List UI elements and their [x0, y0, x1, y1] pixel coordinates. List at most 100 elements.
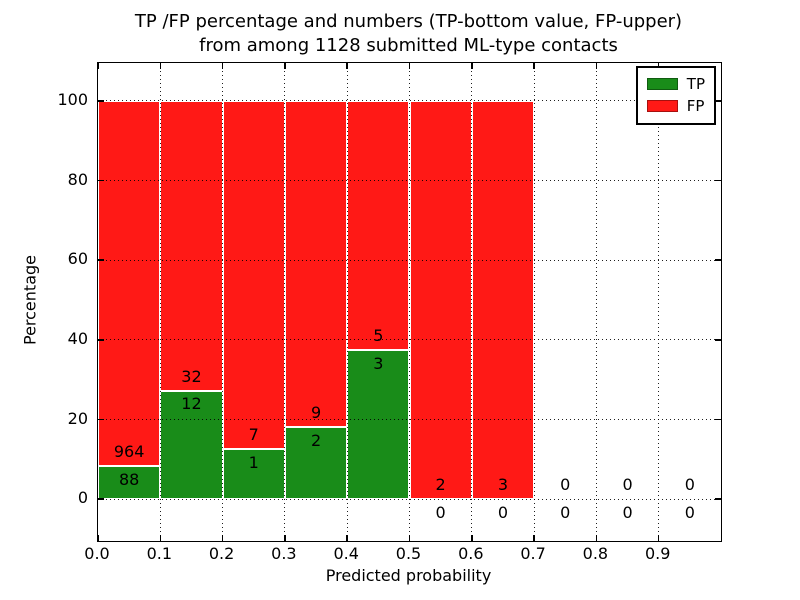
x-tick-mark — [346, 535, 348, 541]
tp-bar-segment — [222, 449, 285, 500]
x-tick-label: 0.8 — [582, 544, 609, 563]
plot-area: 964 88 32 12 7 1 9 2 5 3 2 0 3 0 0 0 0 0 0 0 TP FP — [97, 62, 722, 542]
v-gridline — [658, 63, 660, 541]
tp-count-label: 12 — [181, 394, 202, 414]
y-tick-label: 100 — [57, 89, 88, 109]
y-tick-label: 40 — [67, 328, 88, 348]
tp-count-label: 0 — [622, 503, 633, 523]
tp-count-label: 2 — [310, 430, 322, 450]
y-tick-mark-right — [715, 498, 721, 500]
x-tick-label: 0.6 — [458, 544, 484, 563]
fp-count-label: 2 — [435, 475, 446, 495]
y-tick-label: 80 — [67, 169, 88, 189]
x-tick-label: 0.9 — [644, 544, 671, 563]
fp-count-label: 3 — [497, 475, 509, 495]
tp-count-label: 0 — [497, 503, 509, 523]
fp-count-label: 0 — [560, 475, 571, 495]
x-tick-mark-top — [221, 63, 224, 69]
x-tick-mark — [533, 535, 535, 541]
tp-count-label: 88 — [118, 469, 140, 489]
x-tick-label: 0.1 — [146, 544, 173, 563]
fp-count-label: 5 — [373, 325, 384, 345]
y-tick-mark — [98, 179, 104, 182]
fp-count-label: 7 — [248, 425, 259, 445]
y-tick-mark-right — [715, 418, 721, 421]
fp-count-label: 32 — [181, 366, 202, 386]
legend-item-tp: TP — [646, 73, 705, 95]
x-tick-mark-top — [284, 63, 286, 69]
fp-bar-segment — [347, 100, 410, 350]
fp-count-label: 9 — [310, 402, 322, 422]
tp-count-label: 3 — [373, 353, 384, 373]
chart-title: TP /FP percentage and numbers (TP-bottom… — [97, 10, 720, 58]
x-tick-label: 0.3 — [271, 544, 297, 563]
legend-label-fp: FP — [686, 97, 705, 115]
fp-bar-segment — [98, 100, 161, 466]
x-tick-mark-top — [471, 63, 473, 69]
x-tick-mark — [595, 535, 598, 541]
x-tick-mark-top — [97, 63, 99, 69]
chart-title-line2: from among 1128 submitted ML-type contac… — [199, 35, 618, 56]
v-gridline — [533, 63, 535, 541]
legend: TP FP — [635, 66, 716, 125]
x-tick-mark — [408, 535, 411, 541]
y-tick-label: 0 — [77, 488, 88, 508]
tp-count-label: 1 — [248, 453, 259, 473]
v-gridline — [595, 63, 597, 541]
y-tick-mark — [98, 498, 104, 500]
y-tick-mark-right — [715, 100, 721, 102]
chart-title-line1: TP /FP percentage and numbers (TP-bottom… — [134, 11, 683, 32]
y-tick-mark — [98, 339, 104, 341]
y-tick-mark-right — [715, 259, 721, 261]
fp-count-label: 964 — [113, 441, 145, 461]
tp-count-label: 0 — [435, 503, 446, 523]
x-axis-label: Predicted probability — [325, 566, 492, 585]
x-tick-mark — [471, 535, 473, 541]
v-gridline — [346, 63, 348, 541]
y-tick-mark-right — [715, 179, 721, 182]
v-gridline — [409, 63, 410, 541]
x-tick-label: 0.7 — [520, 544, 546, 563]
tp-bar-segment — [160, 390, 223, 500]
v-gridline — [284, 63, 286, 541]
tp-bar-segment — [98, 465, 161, 500]
x-tick-mark — [221, 535, 224, 541]
x-tick-mark — [159, 535, 162, 541]
v-gridline — [471, 63, 473, 541]
fp-bar-segment — [409, 100, 472, 500]
x-tick-mark — [284, 535, 286, 541]
y-axis-label: Percentage — [20, 254, 40, 346]
fp-bar-segment — [471, 100, 535, 500]
y-tick-label: 60 — [67, 249, 88, 269]
x-tick-label: 0.5 — [395, 544, 422, 563]
fp-count-label: 0 — [684, 475, 695, 495]
legend-item-fp: FP — [646, 95, 705, 117]
fp-bar-segment — [160, 100, 223, 391]
v-gridline — [222, 63, 224, 541]
fp-bar-segment — [222, 100, 285, 450]
x-tick-label: 0.2 — [208, 544, 235, 563]
x-tick-label: 0.0 — [84, 544, 110, 563]
tp-bar-segment — [347, 349, 410, 500]
y-tick-mark — [98, 100, 104, 102]
y-tick-label: 20 — [67, 408, 88, 428]
y-tick-mark — [98, 418, 104, 421]
legend-swatch-tp-icon — [646, 78, 678, 90]
fp-count-label: 0 — [622, 475, 633, 495]
x-tick-mark-top — [595, 63, 598, 69]
y-tick-mark-right — [715, 339, 721, 341]
legend-label-tp: TP — [686, 75, 705, 93]
x-tick-mark-top — [159, 63, 162, 69]
y-tick-mark — [98, 259, 104, 261]
x-tick-mark-top — [408, 63, 411, 69]
x-tick-mark-top — [533, 63, 535, 69]
legend-swatch-fp-icon — [646, 100, 678, 112]
x-tick-mark — [97, 535, 99, 541]
x-tick-label: 0.4 — [333, 544, 359, 563]
tp-count-label: 0 — [684, 503, 695, 523]
tp-count-label: 0 — [560, 503, 571, 523]
fp-bar-segment — [284, 100, 348, 427]
v-gridline — [159, 63, 161, 541]
x-tick-mark-top — [346, 63, 348, 69]
